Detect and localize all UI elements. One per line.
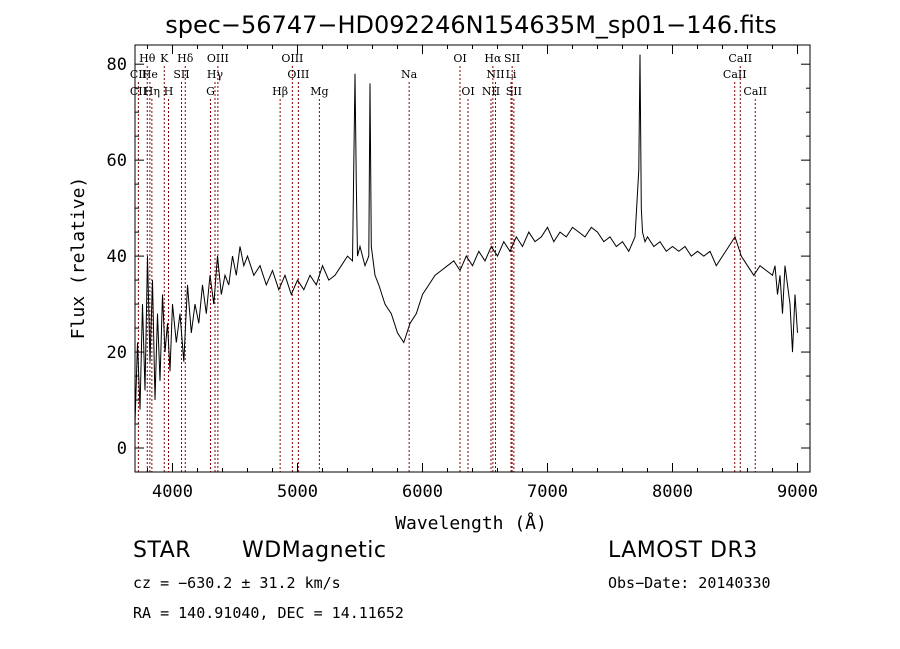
line-label-2: Hδ bbox=[177, 52, 194, 65]
line-label-27: CaII bbox=[743, 85, 767, 98]
x-tick-label-5000: 5000 bbox=[277, 482, 318, 502]
line-label-20: H bbox=[164, 85, 174, 98]
line-label-26: SII bbox=[506, 85, 522, 98]
line-label-25: NII bbox=[482, 85, 500, 98]
line-label-10: He bbox=[142, 68, 158, 81]
y-axis: 0 20 40 60 80 bbox=[107, 55, 810, 459]
spectral-line-markers bbox=[137, 66, 756, 472]
line-label-7: SII bbox=[504, 52, 520, 65]
y-tick-label-20: 20 bbox=[107, 343, 127, 363]
plot-frame bbox=[134, 44, 811, 473]
line-label-15: NII bbox=[486, 68, 504, 81]
object-class: STAR bbox=[133, 538, 192, 563]
line-label-14: Na bbox=[401, 68, 418, 81]
line-label-18: CII bbox=[130, 85, 147, 98]
line-label-6: Hα bbox=[484, 52, 502, 65]
line-label-5: OI bbox=[453, 52, 466, 65]
line-label-16: Li bbox=[506, 68, 517, 81]
redshift-cz: cz = −630.2 ± 31.2 km/s bbox=[133, 574, 341, 592]
x-tick-label-4000: 4000 bbox=[152, 482, 193, 502]
line-label-24: OI bbox=[461, 85, 474, 98]
line-label-9: CII bbox=[130, 68, 147, 81]
x-tick-label-8000: 8000 bbox=[652, 482, 693, 502]
x-tick-label-7000: 7000 bbox=[527, 482, 568, 502]
survey-name: LAMOST DR3 bbox=[608, 538, 758, 563]
observation-date: Obs−Date: 20140330 bbox=[608, 574, 771, 592]
y-tick-label-80: 80 bbox=[107, 55, 127, 75]
line-label-19: Hη bbox=[144, 85, 160, 98]
x-axis-label: Wavelength (Å) bbox=[395, 512, 547, 534]
x-tick-label-6000: 6000 bbox=[402, 482, 443, 502]
object-subclass: WDMagnetic bbox=[242, 538, 387, 563]
x-tick-label-9000: 9000 bbox=[777, 482, 818, 502]
line-label-22: Hβ bbox=[272, 85, 288, 98]
chart-title: spec−56747−HD092246N154635M_sp01−146.fit… bbox=[165, 11, 777, 39]
spectrum-line bbox=[134, 54, 798, 425]
line-label-23: Mg bbox=[310, 85, 328, 98]
x-axis: 4000 5000 6000 7000 8000 9000 bbox=[147, 45, 818, 502]
line-label-8: CaII bbox=[728, 52, 752, 65]
line-label-4: OIII bbox=[281, 52, 303, 65]
y-tick-label-40: 40 bbox=[107, 247, 127, 267]
y-tick-label-60: 60 bbox=[107, 151, 127, 171]
line-label-12: Hγ bbox=[207, 68, 224, 81]
line-label-1: K bbox=[160, 52, 169, 65]
y-tick-label-0: 0 bbox=[117, 439, 127, 459]
y-axis-label: Flux (relative) bbox=[68, 177, 89, 340]
line-label-11: SII bbox=[173, 68, 189, 81]
line-label-21: G bbox=[206, 85, 215, 98]
ra-dec: RA = 140.91040, DEC = 14.11652 bbox=[133, 604, 404, 622]
line-label-17: CaII bbox=[723, 68, 747, 81]
line-label-3: OIII bbox=[207, 52, 229, 65]
line-label-0: Hθ bbox=[139, 52, 156, 65]
line-label-13: OIII bbox=[287, 68, 309, 81]
